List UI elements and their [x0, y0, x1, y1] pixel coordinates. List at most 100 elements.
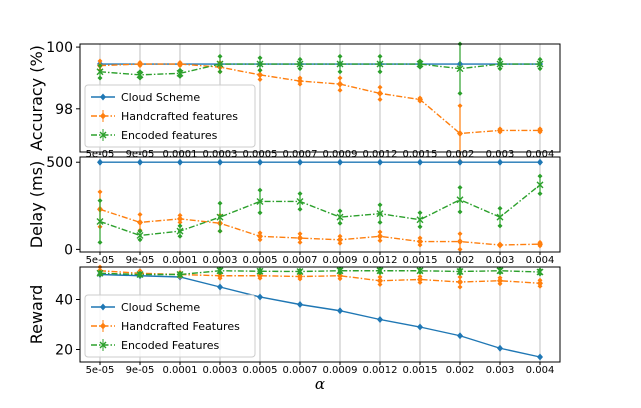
data-point	[497, 126, 503, 134]
x-tick-label: 0.0007	[283, 149, 318, 160]
data-point	[257, 232, 263, 240]
data-point	[536, 181, 544, 189]
data-point	[216, 267, 224, 275]
error-cap	[457, 209, 463, 215]
data-point	[537, 126, 543, 134]
data-point	[336, 60, 344, 68]
data-point	[536, 268, 544, 276]
data-point	[256, 267, 264, 275]
data-point	[417, 323, 423, 331]
error-cap	[257, 55, 263, 61]
error-cap	[217, 69, 223, 75]
error-cap	[417, 269, 423, 275]
data-point	[96, 68, 104, 76]
data-point	[337, 307, 343, 315]
error-cap	[137, 237, 143, 243]
data-point	[377, 89, 383, 97]
x-tick-label: 0.0005	[243, 365, 278, 376]
error-cap	[97, 189, 103, 195]
data-point	[256, 197, 264, 205]
data-point	[337, 80, 343, 88]
data-point	[416, 60, 424, 68]
error-cap	[297, 66, 303, 72]
error-cap	[417, 224, 423, 230]
legend-label: Cloud Scheme	[121, 301, 200, 314]
x-tick-label: 0.0012	[363, 365, 398, 376]
series-line	[99, 273, 541, 358]
data-point	[496, 267, 504, 275]
data-point	[97, 158, 103, 166]
x-tick-label: 0.003	[486, 255, 515, 266]
y-axis-label: Accuracy (%)	[27, 45, 46, 151]
error-cap	[377, 53, 383, 59]
data-point	[137, 60, 143, 68]
data-point	[296, 60, 304, 68]
error-cap	[297, 56, 303, 62]
error-cap	[257, 267, 263, 273]
data-point	[377, 316, 383, 323]
data-point	[337, 236, 343, 244]
error-cap	[457, 90, 463, 96]
error-cap	[97, 198, 103, 204]
axes-frame	[79, 266, 561, 363]
error-cap	[377, 69, 383, 75]
error-cap	[337, 53, 343, 59]
error-cap	[417, 266, 423, 272]
data-point	[177, 158, 183, 166]
error-cap	[257, 187, 263, 193]
data-point	[257, 158, 263, 166]
x-tick-label: 5e-05	[86, 149, 115, 160]
data-point	[457, 238, 463, 246]
x-tick-label: 0.0012	[363, 149, 398, 160]
series-line	[99, 270, 541, 276]
data-point	[176, 271, 184, 278]
x-tick-label: 0.004	[526, 255, 555, 266]
y-axis-label: Reward	[27, 285, 46, 345]
data-point	[297, 273, 303, 280]
data-point	[537, 158, 543, 166]
error-cap	[537, 191, 543, 197]
x-tick-label: 0.004	[526, 149, 555, 160]
error-cap	[177, 273, 183, 279]
data-point	[497, 241, 503, 249]
data-point	[296, 268, 304, 275]
data-point	[496, 213, 504, 221]
y-tick-label: 100	[46, 40, 73, 56]
error-cap	[177, 223, 183, 229]
data-point	[337, 158, 343, 166]
data-point	[256, 60, 264, 68]
x-tick-label: 5e-05	[86, 255, 115, 266]
x-tick-label: 0.0001	[163, 365, 198, 376]
error-cap	[537, 66, 543, 72]
data-point	[216, 60, 224, 68]
data-point	[497, 344, 503, 352]
x-tick-label: 0.0012	[363, 255, 398, 266]
data-point	[376, 60, 384, 68]
error-cap	[537, 173, 543, 179]
data-point	[177, 60, 183, 68]
data-point	[336, 267, 344, 275]
error-cap	[257, 270, 263, 276]
error-cap	[257, 67, 263, 73]
x-tick-label: 0.003	[486, 365, 515, 376]
data-point	[176, 69, 184, 77]
series-line	[99, 208, 541, 246]
error-cap	[337, 75, 343, 81]
x-tick-label: 0.0009	[323, 365, 358, 376]
data-point	[137, 218, 143, 226]
axes-frame	[79, 43, 561, 153]
data-point	[376, 267, 384, 275]
data-point	[377, 277, 383, 285]
data-point	[297, 301, 303, 308]
error-cap	[337, 69, 343, 75]
error-cap	[297, 231, 303, 237]
y-axis-label: Delay (ms)	[27, 161, 46, 248]
error-cap	[97, 58, 103, 64]
data-point	[417, 96, 423, 104]
error-cap	[137, 228, 143, 234]
series-cloud-scheme	[97, 158, 543, 166]
series-line	[99, 63, 540, 135]
error-cap	[457, 103, 463, 109]
data-point	[297, 77, 303, 85]
x-tick-label: 0.004	[526, 365, 555, 376]
